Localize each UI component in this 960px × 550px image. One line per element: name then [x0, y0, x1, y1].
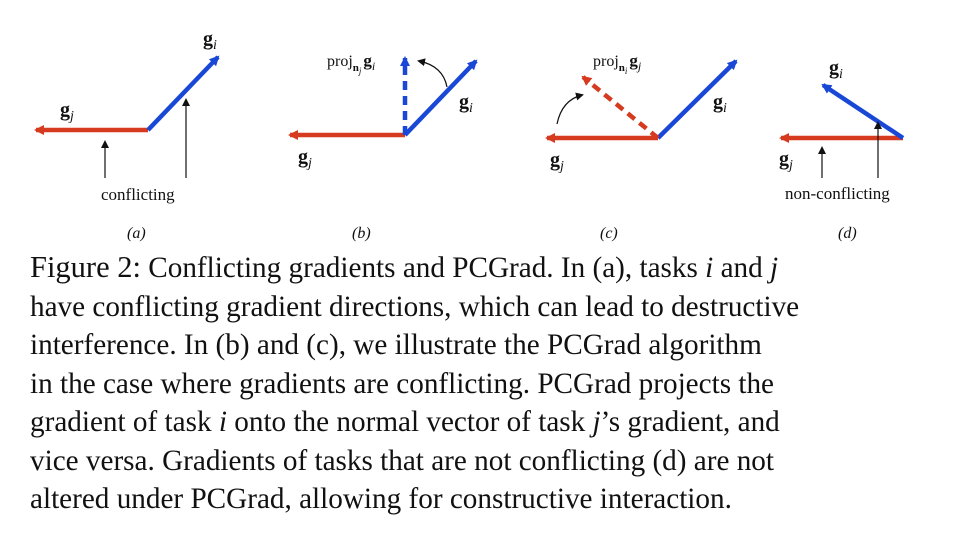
gi-vector-b — [403, 59, 478, 137]
gi-label-d: gi — [829, 57, 843, 82]
panel-d: gi gj non-conflicting (d) — [779, 57, 905, 242]
gj-label-b: gj — [298, 146, 312, 171]
gi-label-b: gi — [459, 91, 473, 116]
panel-c: projnigj gi gj (c) — [545, 51, 738, 242]
gj-label-d: gj — [779, 148, 793, 173]
conflicting-annotation: conflicting — [101, 185, 175, 204]
proj-label-b: projnjgi — [327, 51, 375, 76]
gj-label-a: gj — [60, 99, 74, 124]
caption-text: in the case where gradients are conflict… — [30, 367, 775, 400]
non-conflicting-annotation: non-conflicting — [785, 184, 890, 203]
caption-line: interference. In (b) and (c), we illustr… — [30, 326, 935, 365]
proj-label-c: projnigj — [593, 51, 642, 76]
figure-caption: Figure 2: Conflicting gradients and PCGr… — [30, 248, 935, 519]
gi-vector-c — [656, 59, 738, 140]
caption-math: i — [218, 406, 227, 438]
caption-line: in the case where gradients are conflict… — [30, 365, 935, 404]
gi-vector-d — [821, 83, 905, 140]
caption-text: onto the normal vector of task — [226, 406, 593, 438]
gj-label-c: gj — [550, 149, 564, 174]
pcgrad-figure: gi gj conflicting (a) projnjgi gi gj (b)… — [34, 28, 905, 242]
caption-text: ’s gradient, and — [600, 406, 780, 438]
caption-line: have conflicting gradient directions, wh… — [30, 288, 935, 327]
caption-math: i — [705, 252, 714, 284]
caption-text: vice versa. Gradients of tasks that are … — [30, 444, 775, 477]
caption-line: vice versa. Gradients of tasks that are … — [30, 442, 935, 481]
rotation-arrow-b — [417, 58, 448, 88]
panel-label-b: (b) — [352, 225, 371, 242]
caption-text: interference. In (b) and (c), we illustr… — [30, 329, 762, 361]
panel-label-d: (d) — [838, 225, 857, 242]
panel-b: projnjgi gi gj (b) — [288, 51, 478, 242]
panel-label-a: (a) — [127, 225, 146, 242]
caption-text: and — [713, 252, 771, 284]
panel-label-c: (c) — [600, 225, 618, 242]
caption-line: gradient of task i onto the normal vecto… — [30, 403, 935, 442]
gi-vector-a — [146, 55, 220, 132]
caption-line: Figure 2: Conflicting gradients and PCGr… — [30, 248, 935, 288]
caption-text: gradient of task — [30, 406, 219, 438]
caption-math: j — [592, 406, 601, 438]
gi-label-c: gi — [713, 91, 727, 116]
caption-text: altered under PCGrad, allowing for const… — [30, 483, 732, 515]
caption-text: Conflicting gradients and PCGrad. In (a)… — [140, 252, 706, 284]
caption-text: have conflicting gradient directions, wh… — [30, 290, 800, 323]
caption-math: j — [770, 252, 779, 284]
caption-line: altered under PCGrad, allowing for const… — [30, 480, 935, 519]
panel-a: gi gj conflicting (a) — [34, 28, 220, 242]
projection-dashed-c — [581, 75, 660, 140]
figure-number: Figure 2: — [30, 250, 141, 284]
rotation-arrow-c — [556, 92, 584, 125]
gi-label-a: gi — [203, 28, 217, 53]
